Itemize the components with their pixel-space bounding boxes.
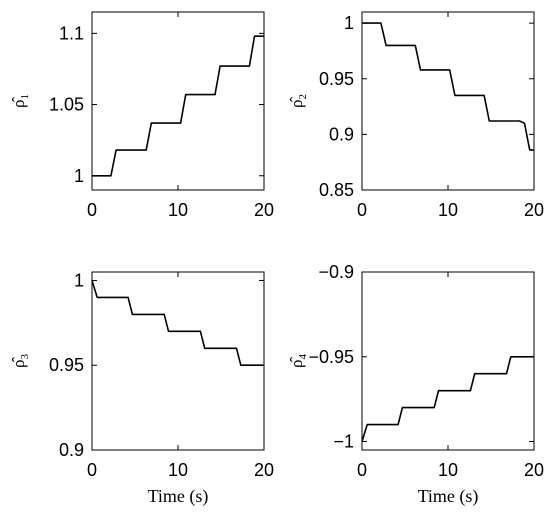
subplot-3: 0 10 20 0.9 0.95 1 ρ̂3 Time (s) <box>9 270 274 507</box>
series-line <box>91 280 264 367</box>
y-tick-label: 1.1 <box>59 23 84 43</box>
y-axis-label-subscript: 2 <box>297 94 309 100</box>
x-tick-label: 0 <box>87 460 97 480</box>
y-tick-label: 0.95 <box>49 355 84 375</box>
y-tick-label: 0.85 <box>319 180 354 200</box>
y-tick-label: 1.05 <box>49 95 84 115</box>
series-line <box>361 355 534 442</box>
y-tick-label: 0.95 <box>319 69 354 89</box>
x-tick-label: 20 <box>524 200 544 220</box>
y-axis-label-base: ρ̂ <box>287 357 306 368</box>
x-tick-label: 10 <box>168 460 188 480</box>
subplot-4: 0 10 20 −1 −0.95 −0.9 ρ̂4 Time (s) <box>287 262 544 507</box>
x-tick-label: 10 <box>168 200 188 220</box>
y-tick-label: 1 <box>74 270 84 290</box>
x-tick-label: 20 <box>254 460 274 480</box>
x-tick-label: 20 <box>254 200 274 220</box>
y-axis-label-base: ρ̂ <box>287 97 306 108</box>
y-tick-label: 1 <box>344 13 354 33</box>
plot-frame <box>361 271 535 451</box>
y-axis-label-base: ρ̂ <box>9 97 28 108</box>
x-tick-label: 0 <box>87 200 97 220</box>
y-axis-label: ρ̂2 <box>287 94 309 108</box>
y-tick-label: −0.95 <box>308 347 354 367</box>
y-axis-label: ρ̂4 <box>287 354 309 368</box>
plot-frame <box>91 11 265 191</box>
x-tick-label: 0 <box>357 200 367 220</box>
x-tick-label: 20 <box>524 460 544 480</box>
series-line <box>92 35 264 177</box>
y-axis-label-base: ρ̂ <box>9 357 28 368</box>
series-line <box>362 22 534 151</box>
y-axis-label: ρ̂1 <box>9 94 31 108</box>
y-axis-label-subscript: 4 <box>297 354 309 360</box>
y-tick-label: 0.9 <box>59 440 84 460</box>
x-tick-label: 10 <box>438 460 458 480</box>
y-tick-label: 0.9 <box>329 124 354 144</box>
x-tick-label: 0 <box>357 460 367 480</box>
y-axis-label-subscript: 3 <box>19 354 31 360</box>
plot-frame <box>91 271 265 451</box>
x-tick-label: 10 <box>438 200 458 220</box>
y-tick-label: 1 <box>74 166 84 186</box>
subplot-2: 0 10 20 0.85 0.9 0.95 1 ρ̂2 <box>287 11 544 220</box>
y-axis-label: ρ̂3 <box>9 354 31 368</box>
y-axis-label-subscript: 1 <box>19 94 31 100</box>
x-axis-label: Time (s) <box>148 486 209 507</box>
plot-frame <box>361 11 535 191</box>
y-tick-label: −0.9 <box>318 262 354 282</box>
y-tick-label: −1 <box>333 432 354 452</box>
x-axis-label: Time (s) <box>418 486 479 507</box>
